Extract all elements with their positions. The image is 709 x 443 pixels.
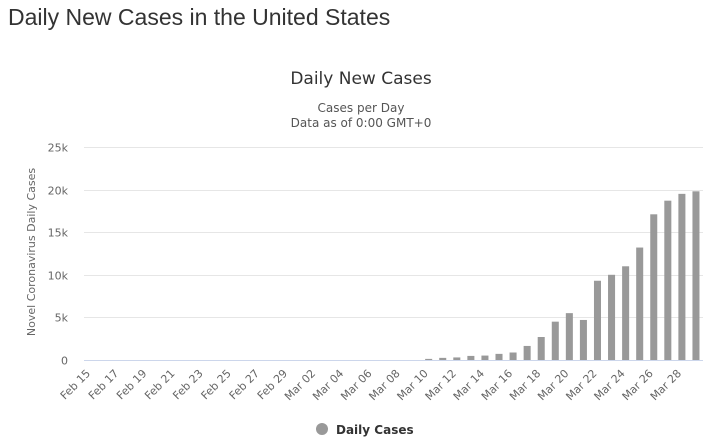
page-heading: Daily New Cases in the United States bbox=[8, 4, 391, 30]
y-tick-label: 10k bbox=[48, 270, 69, 283]
bar[interactable] bbox=[537, 337, 545, 360]
y-tick-label: 25k bbox=[48, 142, 69, 155]
bar[interactable] bbox=[467, 355, 475, 360]
bar[interactable] bbox=[551, 321, 559, 360]
y-tick-label: 15k bbox=[48, 227, 69, 240]
y-axis-label: Novel Coronavirus Daily Cases bbox=[25, 168, 38, 336]
chart-subtitle: Cases per Day bbox=[318, 101, 405, 115]
bar[interactable] bbox=[425, 358, 433, 360]
bar[interactable] bbox=[650, 214, 658, 360]
y-tick-label: 20k bbox=[48, 185, 69, 198]
bar[interactable] bbox=[509, 352, 517, 361]
bar[interactable] bbox=[608, 274, 616, 360]
bar[interactable] bbox=[565, 313, 573, 360]
bar[interactable] bbox=[622, 266, 630, 360]
legend[interactable]: Daily Cases bbox=[316, 423, 414, 437]
bar[interactable] bbox=[664, 200, 672, 360]
bar[interactable] bbox=[579, 319, 587, 360]
bar[interactable] bbox=[495, 353, 503, 360]
x-tick-label: Feb 17 bbox=[86, 367, 121, 402]
x-tick-label: Feb 23 bbox=[170, 367, 205, 402]
x-tick-label: Feb 15 bbox=[58, 367, 93, 402]
bar[interactable] bbox=[481, 355, 489, 360]
x-tick-label: Feb 19 bbox=[114, 367, 149, 402]
x-tick-label: Feb 21 bbox=[142, 367, 177, 402]
y-tick-label: 0 bbox=[61, 355, 68, 368]
bar[interactable] bbox=[692, 191, 700, 360]
y-tick-label: 5k bbox=[55, 312, 69, 325]
bar[interactable] bbox=[678, 193, 686, 360]
bar[interactable] bbox=[439, 357, 447, 360]
legend-marker bbox=[316, 423, 328, 435]
chart-title: Daily New Cases bbox=[290, 69, 432, 89]
y-axis-ticks: 0 5k 10k 15k 20k 25k bbox=[48, 142, 69, 368]
x-tick-label: Feb 27 bbox=[227, 367, 262, 402]
bar[interactable] bbox=[523, 345, 531, 360]
chart-subtitle-date: Data as of 0:00 GMT+0 bbox=[291, 116, 432, 130]
x-tick-label: Mar 28 bbox=[648, 367, 684, 403]
bar[interactable] bbox=[453, 357, 461, 360]
bar[interactable] bbox=[593, 280, 601, 360]
bar[interactable] bbox=[636, 247, 644, 360]
bar-series bbox=[425, 191, 700, 361]
x-tick-label: Feb 25 bbox=[198, 367, 233, 402]
legend-label[interactable]: Daily Cases bbox=[336, 423, 414, 437]
